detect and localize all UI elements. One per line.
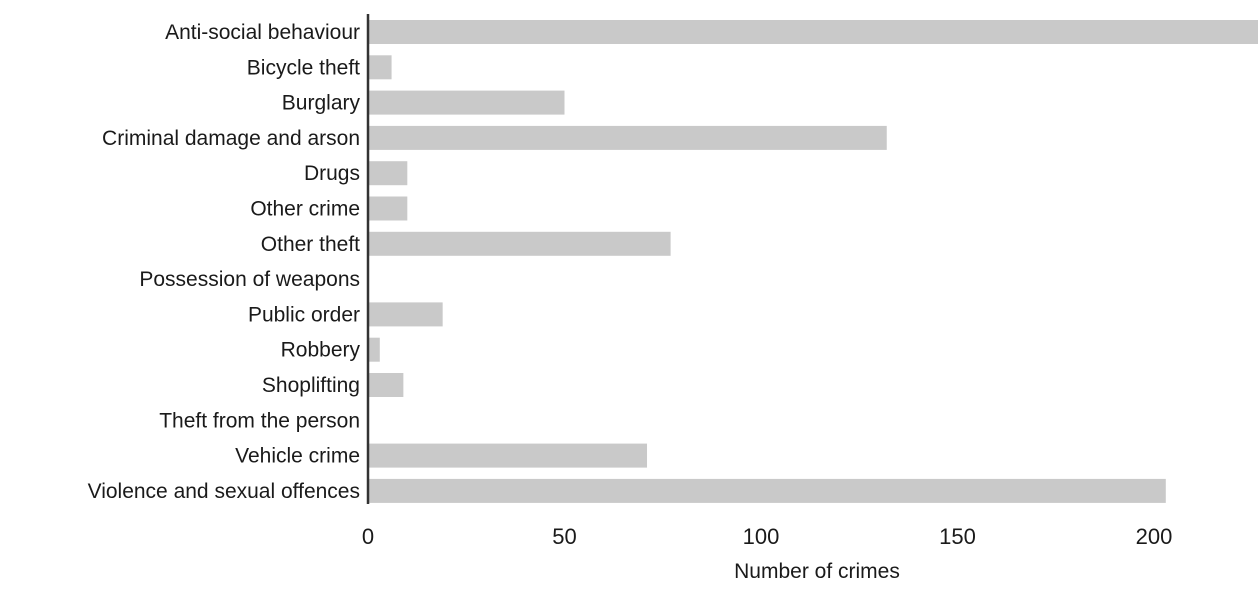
bar xyxy=(368,196,408,221)
bars-layer xyxy=(368,20,1258,503)
category-label: Burglary xyxy=(282,92,361,115)
bar xyxy=(368,337,380,362)
x-tick-label: 0 xyxy=(362,524,374,549)
category-label: Violence and sexual offences xyxy=(88,480,360,503)
category-label: Theft from the person xyxy=(159,409,360,432)
x-tick-label: 150 xyxy=(939,524,976,549)
category-label: Criminal damage and arson xyxy=(102,127,360,150)
x-axis-title: Number of crimes xyxy=(734,560,900,583)
category-label: Other theft xyxy=(261,233,360,256)
category-label: Vehicle crime xyxy=(235,445,360,468)
bar xyxy=(368,373,404,397)
bar xyxy=(368,302,443,327)
category-label: Anti-social behaviour xyxy=(165,21,360,44)
category-label: Possession of weapons xyxy=(139,268,360,291)
bar xyxy=(368,125,887,150)
x-tick-label: 50 xyxy=(552,524,576,549)
bar xyxy=(368,20,1258,44)
category-label: Robbery xyxy=(281,339,361,362)
category-label: Public order xyxy=(248,303,360,326)
category-label: Other crime xyxy=(250,198,360,221)
bar xyxy=(368,55,392,80)
bar xyxy=(368,231,671,256)
category-label: Shoplifting xyxy=(262,374,360,397)
bar xyxy=(368,161,408,186)
x-tick-labels: 0 50 100 150 200 xyxy=(362,524,1172,549)
category-label: Bicycle theft xyxy=(247,56,360,79)
x-tick-label: 200 xyxy=(1136,524,1173,549)
category-label: Drugs xyxy=(304,162,360,185)
bar xyxy=(368,443,648,468)
bar xyxy=(368,90,565,115)
category-labels: Anti-social behaviour Bicycle theft Burgla… xyxy=(88,21,361,503)
bar xyxy=(368,478,1166,503)
x-tick-label: 100 xyxy=(743,524,780,549)
